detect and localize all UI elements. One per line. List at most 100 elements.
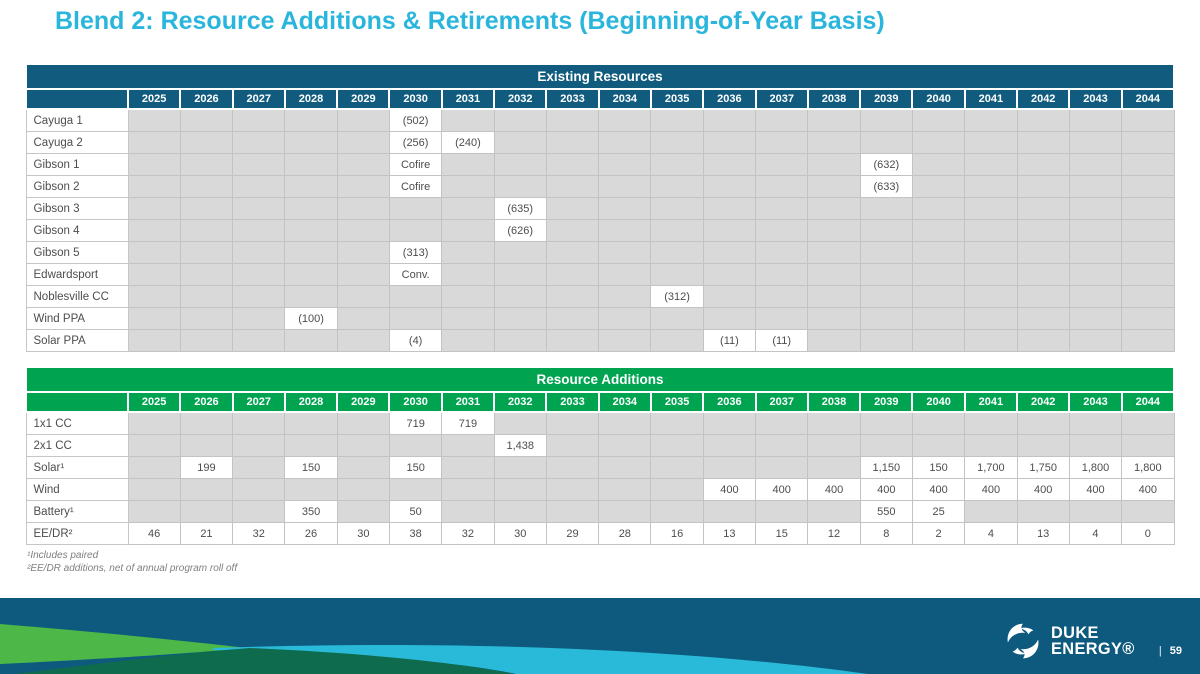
data-cell-2031	[441, 478, 495, 501]
data-cell-2043	[1068, 131, 1123, 154]
year-header-2027: 2027	[231, 391, 286, 413]
data-cell-2044	[1121, 434, 1175, 457]
row-label: Solar¹	[25, 456, 129, 479]
data-cell-2027: 32	[232, 522, 286, 545]
tables-region: Existing Resources 2025 2026 2027 2028 2029 20…	[25, 63, 1176, 575]
data-cell-2041	[964, 175, 1018, 198]
logo-line-1: DUKE	[1050, 623, 1099, 642]
data-cell-2036	[702, 241, 757, 264]
data-cell-2031	[441, 500, 495, 523]
data-cell-2029	[336, 307, 390, 330]
data-cell-2029	[336, 434, 390, 457]
data-cell-2040	[911, 153, 966, 176]
duke-energy-logo-icon	[1007, 623, 1039, 659]
tables-mount: Existing Resources 2025 2026 2027 2028 2029 20…	[25, 63, 1176, 545]
footnote-2: ²EE/DR additions, net of annual program …	[27, 563, 238, 574]
year-header-2032: 2032	[493, 391, 548, 413]
data-cell-2043	[1068, 175, 1123, 198]
data-cell-2033	[545, 241, 600, 264]
data-cell-2033	[545, 434, 600, 457]
data-cell-2041	[964, 263, 1018, 286]
data-cell-2034	[598, 131, 652, 154]
data-cell-2031	[441, 434, 495, 457]
row-label: 1x1 CC	[25, 411, 129, 435]
data-cell-2040: 25	[911, 500, 966, 523]
data-cell-2035: 16	[650, 522, 704, 545]
data-cell-2035	[650, 197, 704, 220]
data-cell-2026	[179, 285, 234, 308]
row-label: Cayuga 2	[25, 131, 129, 154]
year-header-2027: 2027	[231, 88, 286, 110]
data-cell-2042	[1016, 241, 1070, 264]
year-header-2030: 2030	[388, 88, 443, 110]
data-cell-2039	[859, 307, 913, 330]
data-cell-2038	[807, 307, 861, 330]
data-cell-2026: 199	[179, 456, 234, 479]
data-cell-2032	[493, 175, 547, 198]
year-header-2029: 2029	[336, 391, 391, 413]
page-number: | 59	[1159, 645, 1182, 657]
data-cell-2032	[493, 108, 547, 132]
year-header-2033: 2033	[545, 88, 600, 110]
data-cell-2037	[755, 108, 809, 132]
data-cell-2026	[179, 197, 234, 220]
data-cell-2040	[911, 329, 966, 352]
data-cell-2037	[755, 411, 809, 435]
data-cell-2028	[284, 175, 338, 198]
data-cell-2040	[911, 241, 966, 264]
data-cell-2031	[441, 219, 495, 242]
data-cell-2031: 32	[441, 522, 495, 545]
footnotes: ¹Includes paired ²EE/DR additions, net o…	[27, 549, 1175, 575]
data-cell-2035	[650, 219, 704, 242]
data-cell-2036	[702, 434, 757, 457]
data-cell-2036	[702, 108, 757, 132]
data-cell-2035	[650, 263, 704, 286]
data-cell-2035	[650, 434, 704, 457]
data-cell-2025	[127, 478, 181, 501]
data-cell-2026	[179, 153, 234, 176]
data-cell-2040	[911, 131, 966, 154]
data-cell-2041: 1,700	[964, 456, 1018, 479]
data-cell-2044	[1121, 153, 1175, 176]
data-cell-2044	[1121, 263, 1175, 286]
data-cell-2027	[232, 131, 286, 154]
year-header-2038: 2038	[806, 391, 862, 413]
row-label: Noblesville CC	[25, 285, 129, 308]
year-header-2037: 2037	[754, 391, 809, 413]
data-cell-2044	[1121, 175, 1175, 198]
table-row: Gibson 5 (313)	[25, 241, 1175, 264]
table-row: Solar PPA (4) (11) (11)	[25, 329, 1175, 352]
table-row: Wind 400 400 400 400 400 400 400 400 400	[25, 478, 1175, 501]
data-cell-2030: 719	[388, 411, 443, 435]
data-cell-2036	[702, 197, 757, 220]
year-header-2038: 2038	[806, 88, 862, 110]
data-cell-2026	[179, 411, 234, 435]
data-cell-2027	[232, 307, 286, 330]
table-row: Gibson 2 Cofire (633)	[25, 175, 1175, 198]
year-header-2043: 2043	[1068, 88, 1123, 110]
data-cell-2040	[911, 175, 966, 198]
resource-additions-table: Resource Additions 2025 2026 2027 2028 2029 20…	[25, 366, 1176, 545]
data-cell-2025	[127, 241, 181, 264]
data-cell-2041	[964, 219, 1018, 242]
footer-wave-graphic	[0, 598, 1200, 674]
table-row: 1x1 CC 719 719	[25, 411, 1175, 435]
data-cell-2033	[545, 219, 600, 242]
data-cell-2025	[127, 500, 181, 523]
table-row: Gibson 3 (635)	[25, 197, 1175, 220]
page-number-value: 59	[1169, 645, 1182, 657]
data-cell-2036: 13	[702, 522, 757, 545]
data-cell-2029	[336, 241, 390, 264]
data-cell-2033	[545, 175, 600, 198]
data-cell-2031	[441, 241, 495, 264]
data-cell-2044	[1121, 131, 1175, 154]
resource-additions-table-header: Resource Additions	[25, 366, 1175, 393]
data-cell-2028: (100)	[284, 307, 338, 330]
data-cell-2030	[388, 478, 443, 501]
data-cell-2029	[336, 285, 390, 308]
year-header-2033: 2033	[545, 391, 600, 413]
data-cell-2044: 0	[1121, 522, 1175, 545]
data-cell-2043	[1068, 500, 1123, 523]
data-cell-2042	[1016, 131, 1070, 154]
data-cell-2034	[598, 434, 652, 457]
